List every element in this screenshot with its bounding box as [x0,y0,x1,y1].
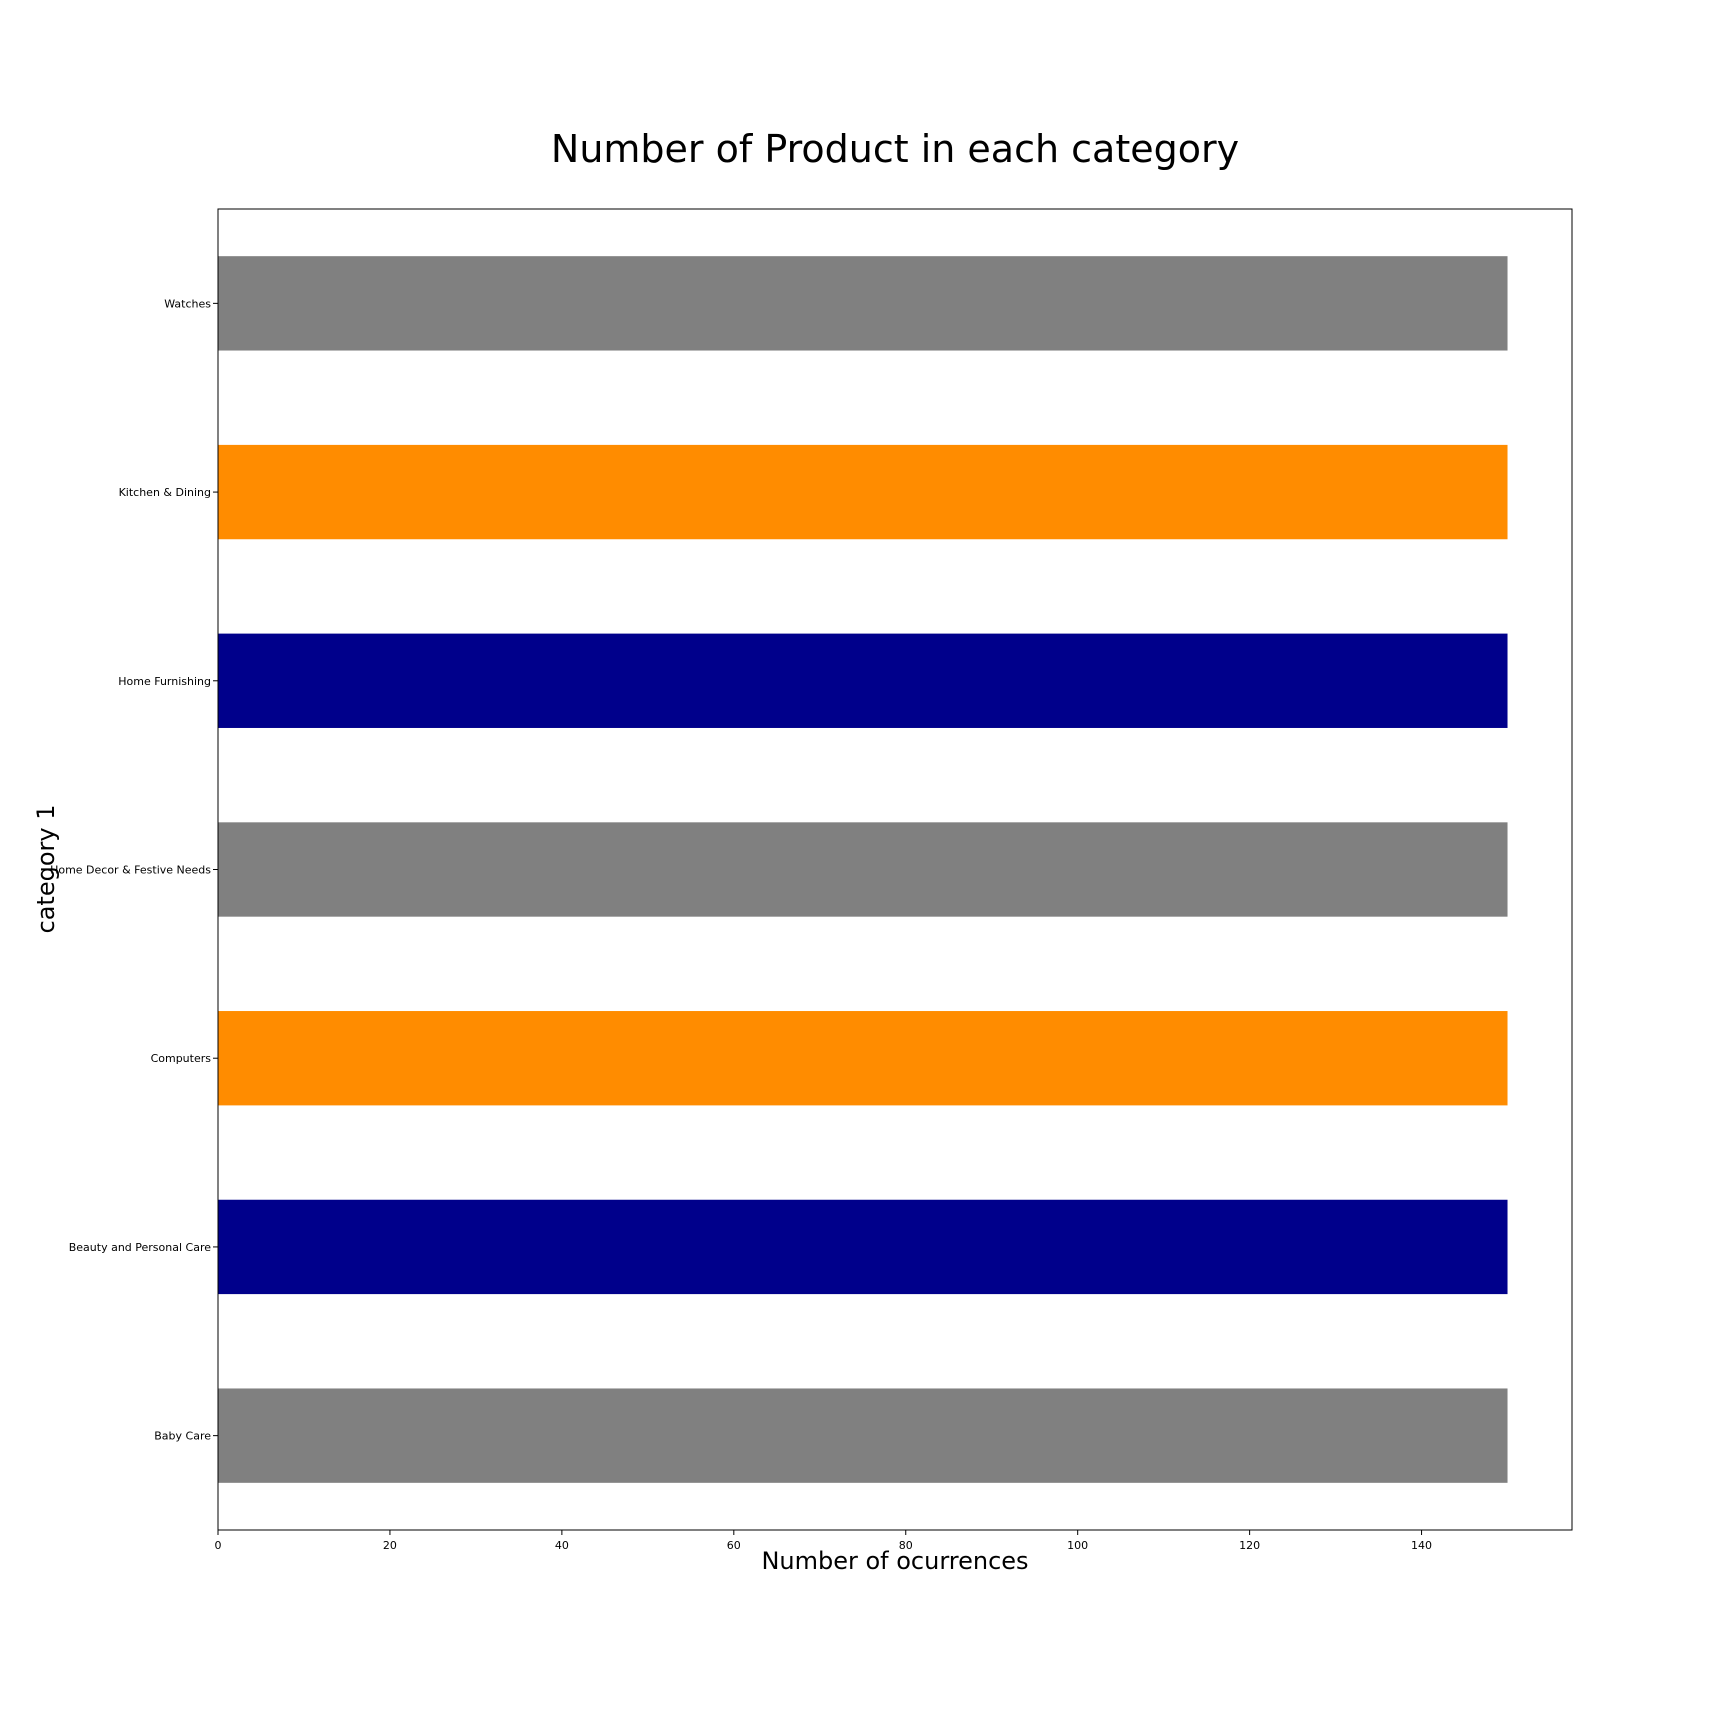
y-tick-label: Baby Care [154,1430,211,1443]
x-tick-label: 100 [1067,1539,1088,1552]
bar-beauty-and-personal-care [218,1199,1508,1295]
y-tick-label: Kitchen & Dining [119,486,211,499]
bar-kitchen-dining [218,444,1508,540]
x-tick-label: 20 [383,1539,397,1552]
x-axis-label: Number of ocurrences [761,1547,1028,1575]
bar-baby-care [218,1388,1508,1483]
y-tick-label: Watches [164,297,211,310]
y-tick-label: Beauty and Personal Care [69,1241,211,1254]
y-axis-label: category 1 [32,805,60,934]
x-tick-label: 40 [555,1539,569,1552]
bar-watches [218,256,1508,351]
x-tick-label: 140 [1411,1539,1432,1552]
x-tick-label: 120 [1239,1539,1260,1552]
chart-title: Number of Product in each category [551,127,1239,171]
x-tick-label: 80 [899,1539,913,1552]
x-tick-label: 60 [727,1539,741,1552]
bar-home-furnishing [218,633,1508,728]
bar-home-decor-festive-needs [218,822,1508,917]
x-axis: 0 20 40 60 80 100 120 140 [215,1530,1432,1552]
y-axis: Baby Care Beauty and Personal Care Compute… [50,297,218,1443]
bars-group [218,256,1508,1483]
y-tick-label: Home Decor & Festive Needs [50,864,211,877]
x-tick-label: 0 [215,1539,222,1552]
y-tick-label: Computers [151,1052,212,1065]
y-tick-label: Home Furnishing [118,675,211,688]
bar-computers [218,1011,1508,1106]
